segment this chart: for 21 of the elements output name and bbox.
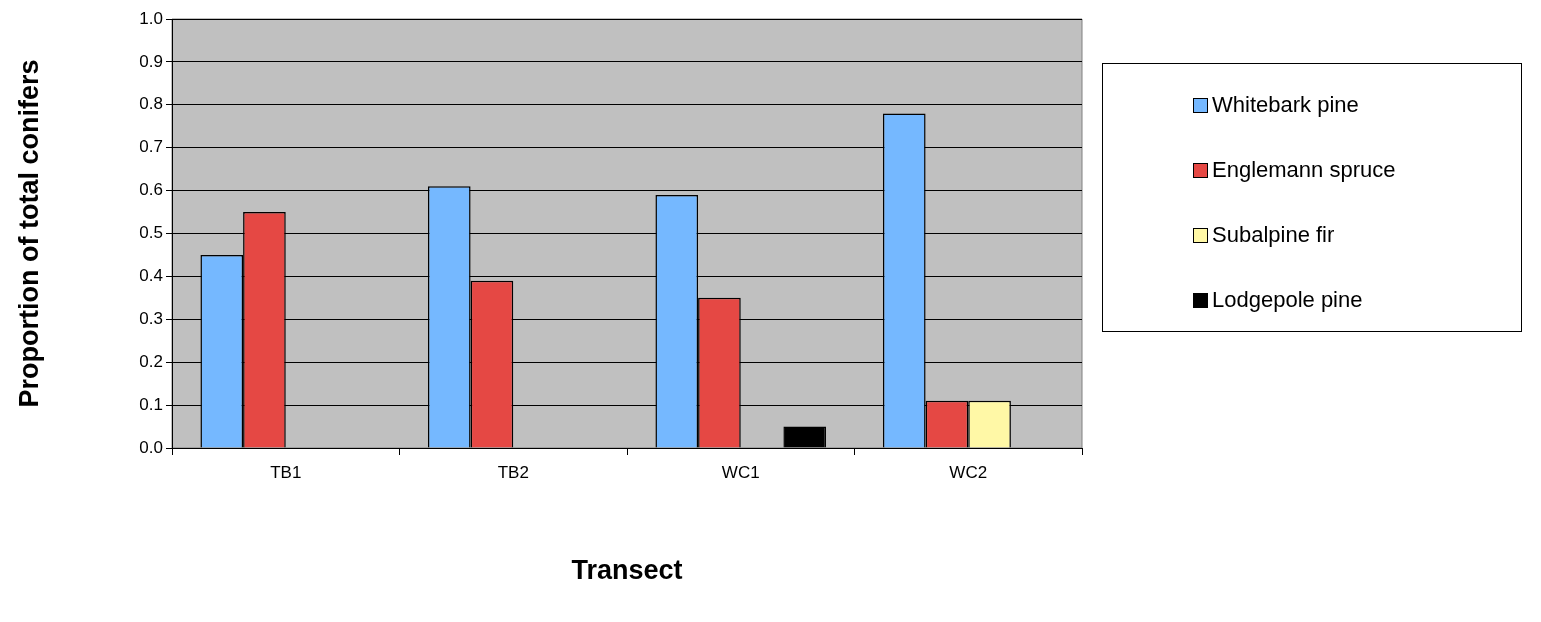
y-tick-label: 0.4 <box>139 266 163 286</box>
x-tick-label: WC1 <box>721 462 760 482</box>
x-tick-label: TB1 <box>270 462 302 482</box>
y-tick-label: 0.6 <box>139 180 163 200</box>
y-tick-label: 0.7 <box>139 137 163 157</box>
y-tick-label: 0.3 <box>139 308 163 328</box>
y-tick-label: 0.0 <box>139 437 163 457</box>
y-axis-title: Proportion of total conifers <box>13 59 44 408</box>
x-tick-label: WC2 <box>949 462 988 482</box>
y-tick-label: 0.5 <box>139 223 163 243</box>
x-axis-title: Transect <box>571 555 683 586</box>
y-tick-label: 0.2 <box>139 351 163 371</box>
y-tick-label: 0.9 <box>139 51 163 71</box>
y-tick-label: 1.0 <box>139 8 163 28</box>
legend-label: Subalpine fir <box>1212 222 1335 248</box>
legend-label: Lodgepole pine <box>1212 287 1363 313</box>
y-tick-label: 0.8 <box>139 94 163 114</box>
y-tick-label: 0.1 <box>139 394 163 414</box>
x-tick-label: TB2 <box>497 462 529 482</box>
legend-label: Englemann spruce <box>1212 157 1396 183</box>
legend-label: Whitebark pine <box>1212 92 1359 118</box>
